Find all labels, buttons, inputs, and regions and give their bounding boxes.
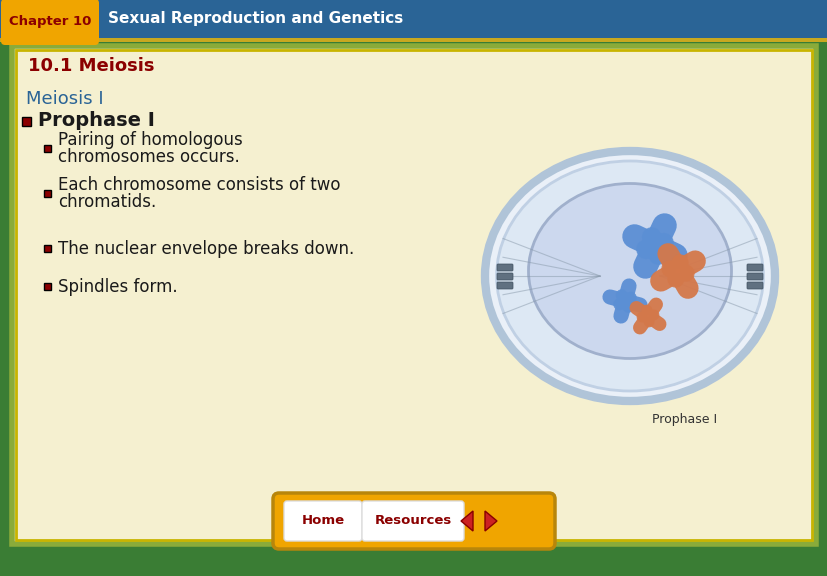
- Circle shape: [622, 299, 626, 303]
- FancyBboxPatch shape: [746, 273, 762, 280]
- FancyBboxPatch shape: [746, 282, 762, 289]
- Ellipse shape: [496, 161, 762, 391]
- Text: Each chromosome consists of two: Each chromosome consists of two: [58, 176, 340, 194]
- FancyBboxPatch shape: [746, 264, 762, 271]
- Text: Home: Home: [301, 514, 344, 528]
- Circle shape: [645, 314, 649, 318]
- Text: Prophase I: Prophase I: [652, 412, 717, 426]
- Text: Resources: Resources: [374, 514, 451, 528]
- FancyBboxPatch shape: [44, 190, 51, 197]
- Text: Meiosis I: Meiosis I: [26, 90, 103, 108]
- Text: 10.1 Meiosis: 10.1 Meiosis: [28, 57, 155, 75]
- FancyBboxPatch shape: [496, 273, 513, 280]
- FancyBboxPatch shape: [44, 283, 51, 290]
- FancyBboxPatch shape: [361, 501, 463, 541]
- Text: chromosomes occurs.: chromosomes occurs.: [58, 148, 240, 166]
- Text: Prophase I: Prophase I: [38, 112, 155, 131]
- FancyBboxPatch shape: [1, 0, 99, 45]
- FancyBboxPatch shape: [0, 0, 827, 38]
- Circle shape: [651, 243, 657, 249]
- Text: Chapter 10: Chapter 10: [9, 16, 91, 28]
- Polygon shape: [461, 511, 472, 531]
- FancyBboxPatch shape: [496, 282, 513, 289]
- FancyBboxPatch shape: [44, 245, 51, 252]
- Ellipse shape: [528, 184, 730, 358]
- Text: The nuclear envelope breaks down.: The nuclear envelope breaks down.: [58, 240, 354, 258]
- Text: chromatids.: chromatids.: [58, 193, 156, 211]
- FancyBboxPatch shape: [12, 46, 815, 544]
- FancyBboxPatch shape: [44, 145, 51, 152]
- Polygon shape: [485, 511, 496, 531]
- Ellipse shape: [485, 151, 774, 401]
- FancyBboxPatch shape: [496, 264, 513, 271]
- Text: Pairing of homologous: Pairing of homologous: [58, 131, 242, 149]
- FancyBboxPatch shape: [0, 38, 827, 42]
- Circle shape: [674, 268, 680, 274]
- FancyBboxPatch shape: [284, 501, 361, 541]
- Text: Sexual Reproduction and Genetics: Sexual Reproduction and Genetics: [108, 12, 403, 26]
- FancyBboxPatch shape: [273, 493, 554, 549]
- Text: Spindles form.: Spindles form.: [58, 278, 178, 296]
- FancyBboxPatch shape: [22, 117, 31, 126]
